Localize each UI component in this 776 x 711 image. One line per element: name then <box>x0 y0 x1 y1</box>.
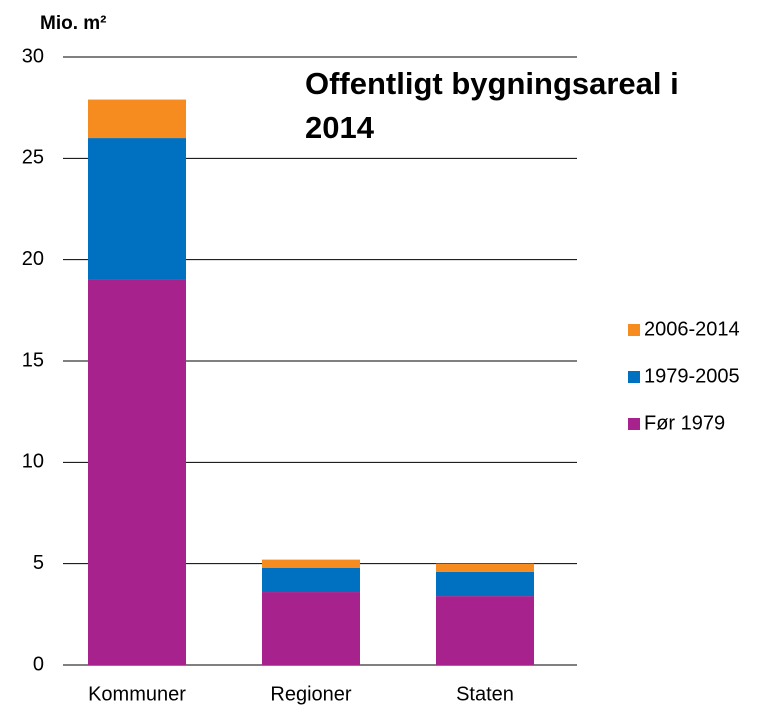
bar-segment <box>436 571 534 597</box>
y-axis-label: Mio. m² <box>40 13 107 34</box>
legend-label: Før 1979 <box>644 412 725 434</box>
y-tick-label: 15 <box>22 349 44 371</box>
y-tick-label: 30 <box>22 45 44 67</box>
bar-segment <box>88 99 186 139</box>
legend-label: 2006-2014 <box>644 318 740 340</box>
legend-swatch <box>628 324 640 336</box>
bar-segment <box>262 559 360 568</box>
legend-swatch <box>628 418 640 430</box>
y-tick-label: 25 <box>22 147 44 169</box>
x-tick-label: Regioner <box>270 683 352 705</box>
y-tick-label: 0 <box>33 653 44 675</box>
y-tick-label: 5 <box>33 552 44 574</box>
y-tick-label: 20 <box>22 248 44 270</box>
bar-segment <box>262 592 360 665</box>
x-tick-label: Staten <box>456 683 514 705</box>
bar-segment <box>436 563 534 572</box>
legend-label: 1979-2005 <box>644 365 740 387</box>
chart-title: Offentligt bygningsareal i 2014 <box>305 66 679 145</box>
bar-segment <box>88 279 186 665</box>
bar-segment <box>262 567 360 593</box>
legend-swatch <box>628 371 640 383</box>
x-tick-label: Kommuner <box>88 683 186 705</box>
bar-segment <box>88 138 186 280</box>
y-tick-label: 10 <box>22 451 44 473</box>
bar-segment <box>436 596 534 665</box>
